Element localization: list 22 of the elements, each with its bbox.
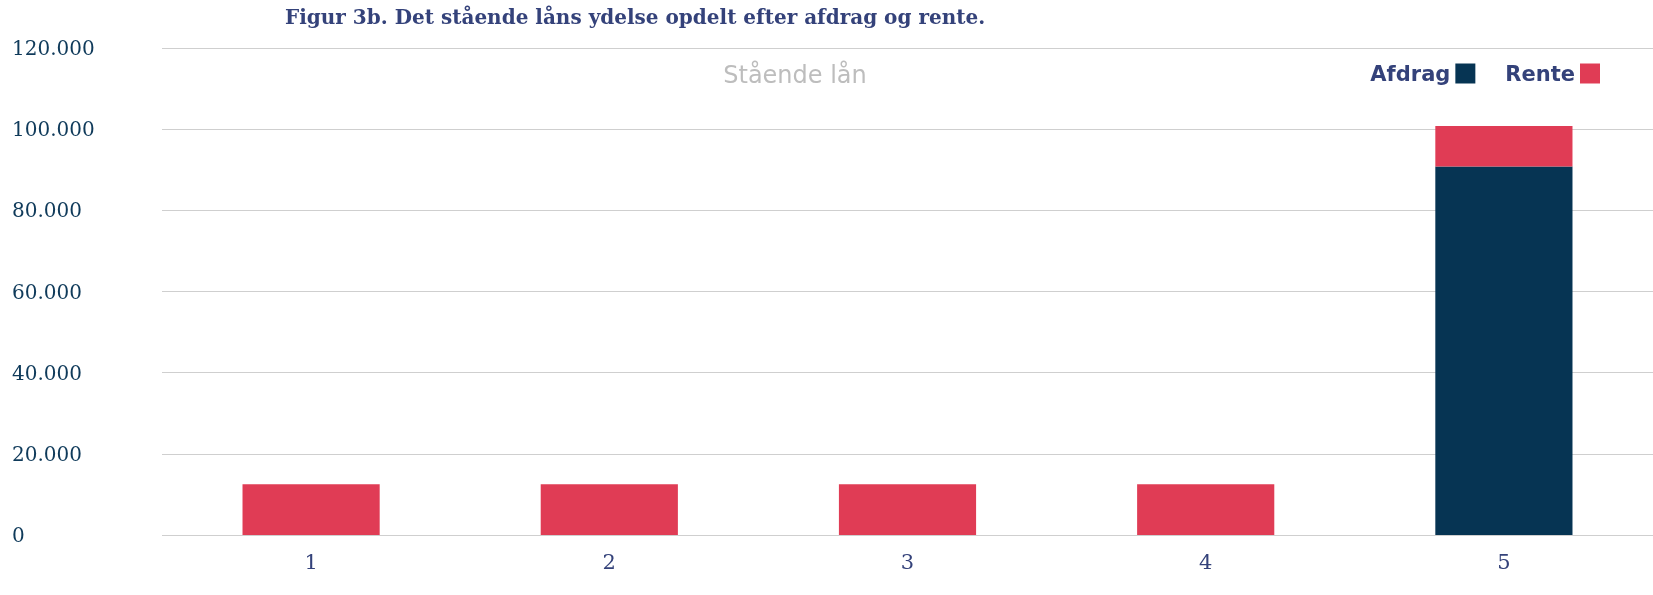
legend-label: Afdrag bbox=[1370, 61, 1451, 86]
y-tick-label: 80.000 bbox=[12, 198, 82, 223]
legend-label: Rente bbox=[1505, 61, 1575, 86]
y-tick-label: 0 bbox=[12, 523, 25, 547]
y-tick-label: 120.000 bbox=[12, 36, 95, 60]
x-tick-label: 3 bbox=[900, 549, 915, 574]
x-tick-label: 2 bbox=[602, 549, 616, 574]
bar bbox=[242, 484, 380, 535]
y-tick-label: 40.000 bbox=[12, 360, 82, 385]
bar bbox=[838, 484, 977, 535]
x-tick-label: 1 bbox=[304, 549, 318, 574]
bar bbox=[540, 484, 678, 535]
y-tick-label: 60.000 bbox=[12, 279, 82, 304]
x-tick-label: 4 bbox=[1199, 549, 1213, 574]
bar bbox=[1435, 166, 1573, 535]
y-tick-label: 100.000 bbox=[12, 117, 95, 142]
chart-title: Figur 3b. Det stående låns ydelse opdelt efter afdrag og rente. bbox=[285, 5, 986, 29]
x-tick-label: 5 bbox=[1497, 549, 1511, 574]
bar bbox=[1435, 125, 1573, 167]
y-tick-label: 20.000 bbox=[12, 441, 82, 466]
text: Stående lån bbox=[723, 60, 867, 89]
bar bbox=[1137, 484, 1275, 535]
